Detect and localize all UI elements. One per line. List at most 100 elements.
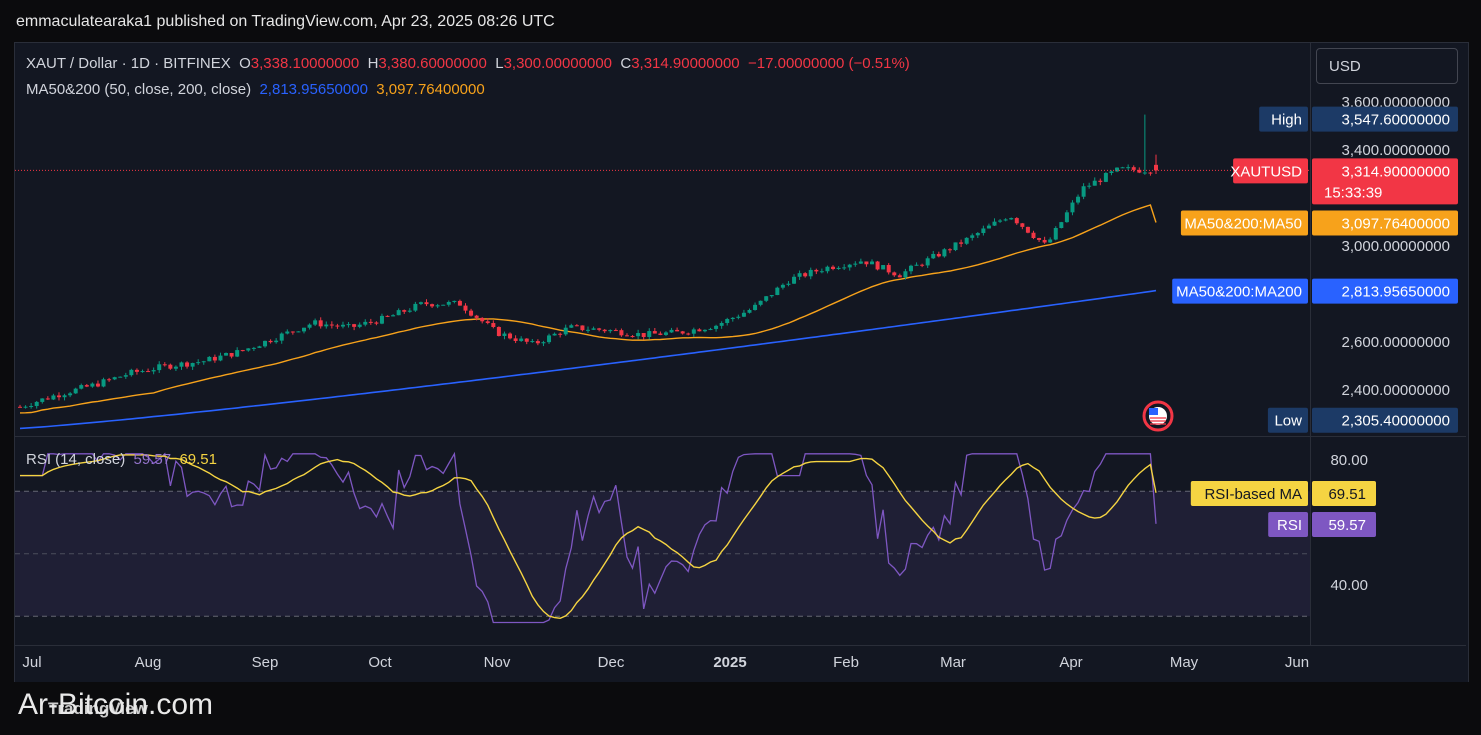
candle	[920, 264, 925, 266]
candle	[508, 333, 513, 339]
candle	[34, 401, 39, 406]
rsi-marker-label: RSI	[1277, 517, 1302, 534]
candle	[502, 333, 507, 337]
candle	[1003, 219, 1008, 221]
ma200-marker-label: MA50&200:MA200	[1176, 284, 1302, 301]
rsi-axis-tick: 80.00	[1330, 452, 1368, 469]
candle	[914, 264, 919, 266]
candle	[1037, 238, 1042, 240]
watermark: Ar-Bitcoin.com	[18, 688, 214, 721]
candle	[580, 325, 585, 331]
time-axis-tick: Sep	[252, 654, 279, 671]
candle	[780, 284, 785, 288]
candle	[340, 324, 345, 327]
candle	[1020, 223, 1025, 227]
candle	[892, 272, 897, 276]
low-label: L	[495, 55, 504, 72]
rsi-ma-marker-label-box	[1190, 481, 1308, 506]
candle	[274, 340, 279, 343]
last-price-label: XAUTUSD	[1230, 163, 1302, 180]
candle	[959, 242, 964, 244]
candle	[524, 338, 529, 342]
candle	[229, 353, 234, 357]
candle	[374, 322, 379, 324]
candle	[407, 310, 412, 312]
ma50-line	[19, 204, 1157, 414]
candle	[624, 335, 629, 337]
candle	[691, 329, 696, 334]
rsi-marker-value-box	[1312, 512, 1376, 537]
candle	[814, 269, 819, 272]
candle	[296, 331, 301, 333]
currency-button[interactable]: USD	[1316, 48, 1458, 84]
candle	[608, 330, 613, 332]
candle	[574, 325, 579, 327]
candle	[1137, 169, 1142, 173]
candle	[613, 330, 618, 332]
candle	[457, 300, 462, 306]
candle	[196, 362, 201, 364]
candle	[480, 317, 485, 322]
candle	[1070, 202, 1075, 213]
open-value: 3,338.10000000	[250, 55, 360, 72]
candle	[162, 364, 167, 366]
candle	[942, 249, 947, 257]
candle	[552, 333, 557, 336]
candle	[741, 312, 746, 317]
candle	[975, 233, 980, 236]
ma50-marker-label: MA50&200:MA50	[1184, 216, 1302, 233]
candle	[853, 263, 858, 265]
candle	[146, 371, 151, 373]
candle	[847, 264, 852, 268]
candle	[396, 310, 401, 316]
top-bar: emmaculatearaka1 published on TradingVie…	[0, 0, 1481, 42]
time-axis-tick: 2025	[713, 654, 746, 671]
candle	[630, 336, 635, 338]
rsi-ma-line	[20, 454, 1157, 620]
candle	[819, 271, 824, 273]
ma-legend[interactable]: MA50&200 (50, close, 200, close) 2,813.9…	[26, 81, 485, 98]
candle	[1081, 186, 1086, 197]
candle	[947, 249, 952, 251]
candle	[129, 369, 134, 376]
candle	[714, 325, 719, 329]
candle	[418, 302, 423, 304]
candle	[858, 261, 863, 264]
tradingview-logo: TradingView	[48, 699, 148, 718]
symbol-legend: XAUT / Dollar · 1D · BITFINEX O3,338.100…	[26, 55, 910, 72]
candle	[285, 331, 290, 334]
low-marker-label: Low	[1274, 413, 1302, 430]
ma200-marker-value-box	[1312, 278, 1458, 304]
candle	[680, 331, 685, 334]
candle	[385, 315, 390, 317]
candle	[970, 235, 975, 238]
candle	[702, 329, 707, 332]
ma50-marker-value: 3,097.76400000	[1342, 216, 1450, 233]
rsi-legend[interactable]: RSI (14, close) 59.57 69.51	[26, 451, 217, 468]
ma-value-2: 3,097.76400000	[376, 81, 485, 98]
candle	[903, 271, 908, 278]
candle	[201, 361, 206, 363]
symbol-name[interactable]: XAUT / Dollar · 1D · BITFINEX	[26, 55, 231, 72]
candle	[352, 324, 357, 327]
candle	[446, 301, 451, 305]
candle	[1053, 227, 1058, 240]
candle	[953, 242, 958, 251]
last-price-countdown: 15:33:39	[1324, 184, 1382, 201]
candle	[307, 324, 312, 328]
candle	[530, 341, 535, 343]
candle	[981, 228, 986, 234]
last-price-value-box	[1312, 158, 1458, 205]
rsi-ma-value: 69.51	[179, 451, 217, 468]
rsi-marker-value: 59.57	[1328, 517, 1366, 534]
rsi-label: RSI (14, close)	[26, 451, 126, 468]
candle	[602, 329, 607, 332]
candle	[329, 324, 334, 326]
candle	[268, 340, 273, 343]
time-axis-tick: Aug	[135, 654, 162, 671]
candle	[986, 225, 991, 229]
candle	[1087, 185, 1092, 187]
candle	[29, 405, 34, 407]
candle	[452, 300, 457, 302]
